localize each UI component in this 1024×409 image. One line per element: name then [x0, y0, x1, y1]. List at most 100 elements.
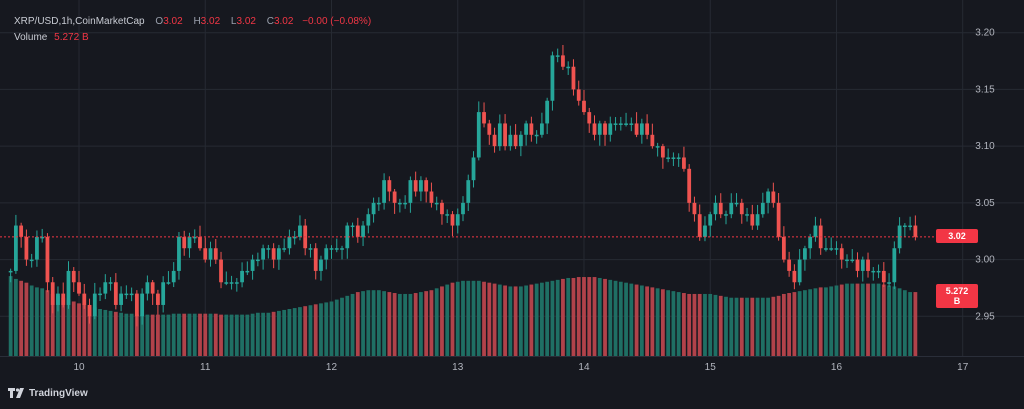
volume-bar [624, 282, 628, 356]
tradingview-brand[interactable]: TradingView [8, 387, 88, 399]
volume-bar [492, 283, 497, 356]
candle-body [487, 123, 492, 135]
volume-bar [608, 279, 613, 356]
volume-bar [497, 284, 502, 356]
volume-bar [308, 305, 313, 356]
volume-bar [813, 288, 818, 356]
candle-body [208, 248, 213, 260]
legend-symbol[interactable]: XRP/USD [14, 16, 59, 27]
candle-body [8, 270, 13, 273]
candle-body [292, 236, 297, 239]
volume-bar [587, 277, 592, 356]
volume-bar [866, 283, 870, 356]
candle [382, 173, 386, 210]
legend-low: 3.02 [236, 16, 256, 27]
candle-body [824, 248, 828, 250]
candle [676, 153, 681, 167]
candle-body [29, 259, 34, 262]
candle [71, 267, 76, 292]
candle [655, 142, 660, 157]
volume-bar [224, 314, 229, 356]
candle-body [103, 282, 108, 294]
candle [355, 217, 360, 243]
candle [392, 188, 397, 214]
candle-body [513, 134, 518, 147]
candle-body [792, 270, 797, 283]
volume-bar [271, 311, 276, 356]
candle-body [350, 225, 355, 228]
volume-bar [913, 292, 918, 356]
candle-body [255, 259, 260, 262]
volume-bar [787, 293, 792, 356]
candle [892, 241, 897, 290]
legend-open-key: O [155, 16, 164, 27]
candle [98, 287, 102, 302]
candle [513, 124, 518, 150]
volume-bar [13, 278, 18, 356]
candle-body [403, 202, 408, 205]
candle [603, 120, 607, 146]
volume-bar [187, 313, 192, 356]
candle-body [282, 248, 287, 250]
volume-bar [382, 291, 386, 356]
volume-bar [818, 287, 823, 356]
volume-bar [229, 314, 234, 356]
legend-volume-label[interactable]: Volume [14, 32, 48, 43]
candle [271, 243, 276, 269]
candle [471, 151, 476, 188]
brand-name: TradingView [29, 387, 88, 399]
candle-body [787, 259, 792, 271]
candle [561, 45, 565, 70]
candle-body [682, 157, 686, 169]
candle-body [750, 214, 755, 226]
volume-bar [434, 288, 439, 356]
x-tick-label: 14 [578, 362, 590, 373]
volume-bar [708, 293, 713, 356]
candle-body [261, 248, 266, 260]
candle [13, 214, 18, 274]
candle-body [871, 270, 876, 273]
candle [755, 204, 760, 230]
candle-body [571, 66, 576, 90]
legend-high-key: H [193, 16, 201, 27]
volume-bar [429, 290, 434, 356]
x-tick-label: 16 [831, 362, 843, 373]
volume-bar [892, 286, 897, 356]
candle [671, 152, 676, 167]
candle [881, 262, 886, 288]
candle [887, 273, 891, 287]
price-axis[interactable]: 3.20 3.15 3.10 3.05 3.00 2.95 [975, 28, 995, 323]
volume-bar [408, 293, 413, 356]
volume-bar [734, 297, 739, 356]
candle-body [729, 202, 734, 215]
candle-body [555, 55, 560, 57]
volume-bar [392, 293, 397, 356]
candle [866, 252, 870, 278]
candle [192, 229, 197, 244]
candle [587, 107, 592, 133]
candle [718, 193, 723, 219]
time-axis[interactable]: 10 11 12 13 14 15 16 17 [0, 356, 1024, 374]
volume-bar [45, 290, 50, 356]
candle-body [334, 248, 339, 250]
candle-body [308, 248, 313, 250]
candle [424, 177, 429, 203]
candle-body [134, 293, 139, 317]
candle-body [803, 248, 807, 260]
volume-bar [739, 297, 744, 356]
candle [687, 164, 692, 212]
candle-body [718, 202, 723, 215]
volume-bar [513, 286, 518, 356]
candle [40, 228, 45, 243]
volume-bar [298, 307, 302, 356]
volume-bar [345, 295, 350, 356]
candle-body [397, 202, 402, 205]
candle-body [182, 236, 187, 249]
candle [171, 262, 176, 288]
candle [724, 210, 728, 225]
candle [708, 211, 713, 237]
volume-bar [419, 292, 423, 356]
candle-body [313, 248, 318, 271]
candle [119, 286, 123, 312]
